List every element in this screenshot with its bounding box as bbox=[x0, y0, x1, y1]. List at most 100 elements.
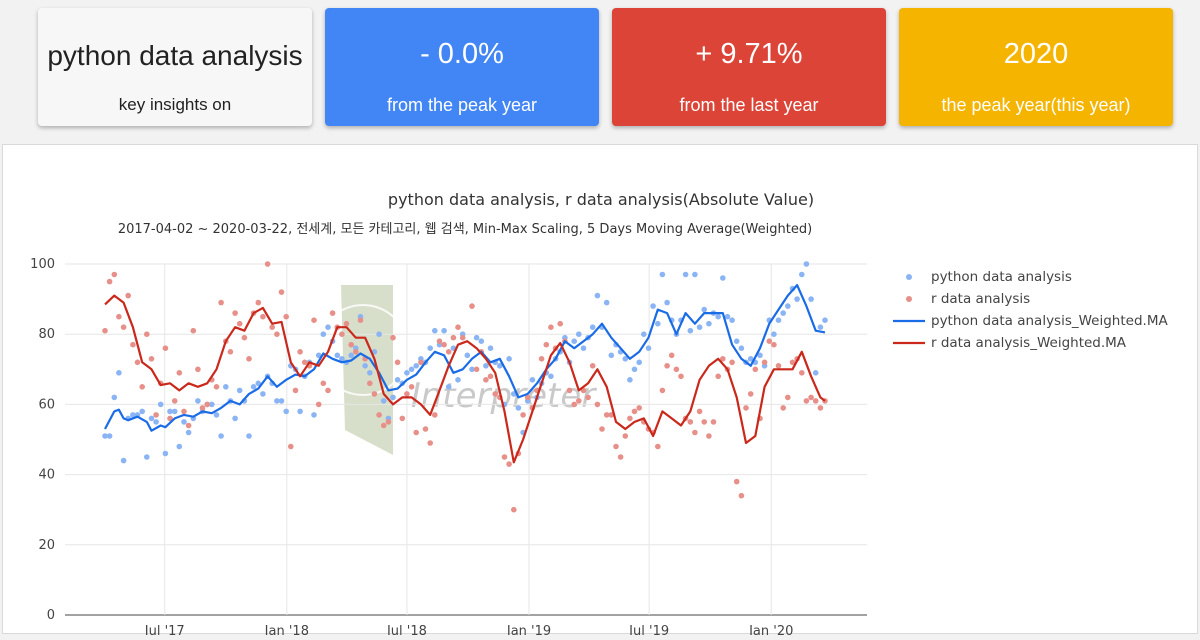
data-point bbox=[246, 433, 252, 439]
data-point bbox=[785, 303, 791, 309]
data-point bbox=[441, 327, 447, 334]
data-point bbox=[455, 324, 461, 330]
data-point bbox=[195, 366, 201, 373]
data-point bbox=[283, 313, 290, 320]
data-point bbox=[812, 370, 819, 376]
data-point bbox=[664, 363, 670, 369]
data-point bbox=[631, 366, 638, 373]
data-point bbox=[283, 408, 290, 415]
data-point bbox=[315, 352, 322, 359]
data-point bbox=[348, 352, 355, 359]
data-point bbox=[473, 366, 480, 373]
kpi-peak-change-label: from the peak year bbox=[386, 95, 538, 115]
series-line-2 bbox=[104, 284, 826, 432]
data-point bbox=[673, 366, 680, 373]
data-point bbox=[733, 338, 740, 344]
data-point bbox=[167, 408, 173, 415]
data-point bbox=[497, 363, 503, 369]
data-point bbox=[636, 359, 642, 366]
data-point bbox=[181, 408, 187, 415]
data-point bbox=[520, 412, 526, 418]
legend-item[interactable]: r data analysis bbox=[906, 291, 1030, 307]
data-point bbox=[195, 398, 201, 404]
chart-marks bbox=[102, 261, 828, 513]
data-point bbox=[139, 408, 145, 415]
data-point bbox=[367, 380, 373, 387]
data-point bbox=[803, 398, 810, 404]
data-point bbox=[599, 426, 605, 432]
data-point bbox=[153, 412, 159, 418]
data-point bbox=[246, 356, 252, 362]
kpi-peak-year-label: the peak year(this year) bbox=[941, 95, 1131, 115]
data-point bbox=[297, 408, 303, 415]
y-axis: 0 20 40 60 80 100 bbox=[30, 257, 55, 623]
data-point bbox=[487, 345, 494, 351]
data-point bbox=[450, 334, 457, 341]
data-point bbox=[315, 401, 322, 408]
data-point bbox=[148, 356, 155, 362]
data-point bbox=[278, 398, 285, 404]
data-point bbox=[812, 398, 819, 404]
data-point bbox=[511, 506, 517, 513]
data-point bbox=[715, 313, 721, 320]
data-point bbox=[134, 359, 141, 366]
data-point bbox=[339, 331, 345, 337]
data-point bbox=[655, 320, 661, 327]
legend-item[interactable]: python data analysis_Weighted.MA bbox=[893, 313, 1168, 329]
data-point bbox=[720, 275, 726, 281]
kpi-peak-year-value: 2020 bbox=[1003, 38, 1069, 70]
data-point bbox=[334, 352, 341, 359]
data-point bbox=[116, 370, 122, 376]
trend-chart: python data analysis, r data analysis(Ab… bbox=[30, 190, 1168, 639]
data-point bbox=[357, 317, 364, 323]
data-point bbox=[408, 366, 415, 373]
data-point bbox=[167, 415, 173, 422]
data-point bbox=[404, 370, 410, 376]
data-point bbox=[464, 352, 471, 359]
data-point bbox=[116, 313, 122, 320]
legend-label: python data analysis_Weighted.MA bbox=[931, 313, 1168, 329]
chart-title: python data analysis, r data analysis(Ab… bbox=[388, 190, 814, 209]
data-point bbox=[645, 345, 652, 351]
data-point bbox=[394, 359, 401, 366]
data-point bbox=[501, 454, 508, 460]
data-point bbox=[757, 352, 763, 359]
data-point bbox=[278, 289, 285, 295]
data-point bbox=[348, 341, 355, 348]
data-point bbox=[636, 405, 642, 411]
data-point bbox=[343, 320, 350, 327]
data-point bbox=[566, 387, 573, 394]
legend-item[interactable]: r data analysis_Weighted.MA bbox=[893, 335, 1127, 351]
data-point bbox=[181, 419, 187, 425]
data-point bbox=[157, 401, 164, 408]
watermark-logo: Interpreter bbox=[317, 285, 597, 455]
chart-legend[interactable]: python data analysis r data analysis pytho… bbox=[893, 269, 1168, 351]
data-point bbox=[385, 419, 392, 425]
y-tick-label: 100 bbox=[30, 257, 55, 272]
data-point bbox=[162, 450, 169, 457]
data-point bbox=[176, 443, 183, 450]
data-point bbox=[376, 331, 382, 337]
data-point bbox=[617, 454, 624, 460]
data-point bbox=[380, 398, 387, 404]
data-point bbox=[627, 377, 633, 383]
y-tick-label: 40 bbox=[38, 468, 55, 483]
data-point bbox=[422, 426, 429, 432]
data-point bbox=[799, 370, 805, 376]
data-point bbox=[775, 317, 782, 323]
data-point bbox=[548, 324, 554, 330]
data-point bbox=[631, 408, 638, 415]
data-point bbox=[399, 415, 406, 422]
data-point bbox=[171, 408, 178, 415]
data-point bbox=[557, 320, 563, 327]
legend-item[interactable]: python data analysis bbox=[906, 269, 1072, 285]
data-point bbox=[822, 317, 828, 323]
chart-subtitle: 2017-04-02 ~ 2020-03-22, 전세계, 모든 카테고리, 웹… bbox=[118, 222, 812, 237]
data-point bbox=[706, 433, 712, 439]
data-point bbox=[817, 324, 824, 330]
data-point bbox=[469, 303, 475, 309]
data-point bbox=[803, 261, 810, 267]
data-point bbox=[603, 299, 610, 306]
data-point bbox=[580, 345, 587, 351]
kpi-card-last-year-change: + 9.71% from the last year bbox=[612, 8, 886, 126]
